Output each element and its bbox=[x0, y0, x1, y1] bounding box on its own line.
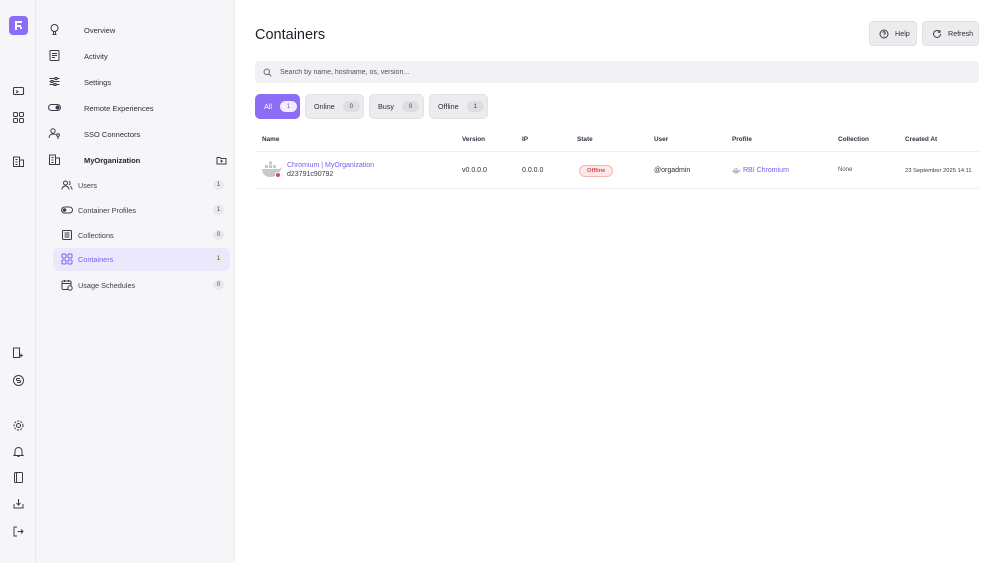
filter-label: Offline bbox=[438, 102, 459, 111]
filter-all[interactable]: All 1 bbox=[255, 94, 300, 119]
subitem-label: Usage Schedules bbox=[78, 281, 136, 290]
container-collection: None bbox=[838, 167, 853, 173]
table-row-divider bbox=[255, 188, 979, 189]
column-header-name[interactable]: Name bbox=[262, 136, 280, 143]
calendar-clock-icon bbox=[61, 279, 74, 292]
search-input[interactable] bbox=[280, 68, 880, 76]
sidebar-item-remote-experiences[interactable]: Remote Experiences bbox=[48, 97, 228, 119]
sidebar-subitem-usage-schedules[interactable]: Usage Schedules 0 bbox=[53, 274, 230, 297]
apps-grid-icon[interactable] bbox=[11, 110, 25, 124]
collection-list-icon bbox=[61, 229, 74, 242]
docker-profile-icon bbox=[732, 166, 741, 174]
column-header-collection[interactable]: Collection bbox=[838, 136, 869, 143]
settings-sliders-icon bbox=[48, 75, 62, 89]
gear-icon[interactable] bbox=[11, 418, 25, 432]
table-header-divider bbox=[255, 151, 979, 152]
offline-status-dot bbox=[275, 172, 281, 178]
search-bar[interactable] bbox=[255, 61, 979, 83]
user-key-icon bbox=[48, 127, 62, 141]
monitor-icon[interactable] bbox=[11, 84, 25, 98]
subitem-count: 1 bbox=[213, 180, 224, 190]
sidebar-subitem-collections[interactable]: Collections 0 bbox=[53, 224, 230, 247]
help-label: Help bbox=[895, 29, 910, 38]
column-header-user[interactable]: User bbox=[654, 136, 669, 143]
container-name-link[interactable]: Chromium | MyOrganization bbox=[287, 162, 375, 169]
subitem-label: Containers bbox=[78, 255, 114, 264]
organization-name: MyOrganization bbox=[84, 155, 141, 165]
sidebar-nav: Overview Activity Settings Remote Experi… bbox=[36, 0, 235, 563]
organization-building-icon[interactable] bbox=[11, 154, 25, 168]
subitem-label: Container Profiles bbox=[78, 206, 136, 215]
column-header-ip[interactable]: IP bbox=[522, 136, 529, 143]
sidebar-subitem-container-profiles[interactable]: Container Profiles 1 bbox=[53, 199, 230, 222]
subitem-count: 0 bbox=[213, 230, 224, 240]
main-content: Containers Help Refresh All 1 Online 0 B… bbox=[235, 0, 1000, 563]
help-button[interactable]: Help bbox=[869, 21, 917, 46]
icon-rail bbox=[0, 0, 36, 563]
sidebar-item-organization[interactable]: MyOrganization bbox=[48, 149, 228, 171]
sidebar-item-label: Overview bbox=[84, 25, 116, 35]
filter-label: Online bbox=[314, 102, 335, 111]
container-user: @orgadmin bbox=[654, 167, 691, 174]
refresh-button[interactable]: Refresh bbox=[922, 21, 979, 46]
activity-icon bbox=[48, 49, 62, 63]
container-created-at: 23 September 2025 14:11 bbox=[905, 168, 972, 174]
toggle-icon bbox=[48, 101, 62, 115]
filter-count: 0 bbox=[401, 101, 419, 112]
book-icon[interactable] bbox=[11, 470, 25, 484]
filter-count: 1 bbox=[280, 101, 297, 112]
filter-count: 1 bbox=[466, 101, 484, 112]
sidebar-subitem-users[interactable]: Users 1 bbox=[53, 174, 230, 197]
refresh-label: Refresh bbox=[948, 29, 974, 38]
building-add-icon[interactable] bbox=[11, 345, 25, 359]
search-icon bbox=[263, 68, 272, 77]
filter-label: Busy bbox=[378, 102, 394, 111]
status-badge: Offline bbox=[579, 165, 614, 177]
sidebar-item-label: Remote Experiences bbox=[84, 103, 154, 113]
sidebar-item-activity[interactable]: Activity bbox=[48, 45, 228, 67]
sync-dollar-icon[interactable] bbox=[11, 373, 25, 387]
folder-add-icon[interactable] bbox=[216, 155, 227, 166]
column-header-created-at[interactable]: Created At bbox=[905, 136, 938, 143]
sidebar-item-label: SSO Connectors bbox=[84, 129, 141, 139]
subitem-label: Users bbox=[78, 181, 98, 190]
sidebar-item-sso-connectors[interactable]: SSO Connectors bbox=[48, 123, 228, 145]
subitem-count: 1 bbox=[213, 205, 224, 215]
column-header-profile[interactable]: Profile bbox=[732, 136, 752, 143]
overview-icon bbox=[48, 23, 62, 37]
logout-icon[interactable] bbox=[11, 524, 25, 538]
sidebar-item-overview[interactable]: Overview bbox=[48, 19, 228, 41]
bell-icon[interactable] bbox=[11, 444, 25, 458]
column-header-version[interactable]: Version bbox=[462, 136, 486, 143]
help-circle-icon bbox=[879, 29, 889, 39]
subitem-label: Collections bbox=[78, 231, 114, 240]
download-tray-icon[interactable] bbox=[11, 496, 25, 510]
profile-link[interactable]: RBI Chromium bbox=[743, 167, 789, 174]
sidebar-subitem-containers[interactable]: Containers 1 bbox=[53, 248, 230, 271]
filter-busy[interactable]: Busy 0 bbox=[369, 94, 424, 119]
toggle-icon bbox=[61, 204, 74, 217]
sidebar-item-settings[interactable]: Settings bbox=[48, 71, 228, 93]
filter-count: 0 bbox=[342, 101, 360, 112]
container-id: d23791c90792 bbox=[287, 171, 334, 178]
containers-grid-icon bbox=[61, 253, 74, 266]
sidebar-item-label: Activity bbox=[84, 51, 108, 61]
filter-offline[interactable]: Offline 1 bbox=[429, 94, 488, 119]
refresh-icon bbox=[932, 29, 942, 39]
column-header-state[interactable]: State bbox=[577, 136, 593, 143]
filter-label: All bbox=[264, 102, 272, 111]
subitem-count: 0 bbox=[213, 280, 224, 290]
organization-building-icon bbox=[48, 153, 62, 167]
sidebar-item-label: Settings bbox=[84, 77, 112, 87]
container-version: v0.0.0.0 bbox=[462, 167, 487, 174]
page-title: Containers bbox=[255, 27, 326, 43]
filter-online[interactable]: Online 0 bbox=[305, 94, 364, 119]
app-logo[interactable] bbox=[9, 16, 28, 35]
users-icon bbox=[61, 179, 74, 192]
container-ip: 0.0.0.0 bbox=[522, 167, 544, 174]
subitem-count: 1 bbox=[213, 254, 224, 264]
